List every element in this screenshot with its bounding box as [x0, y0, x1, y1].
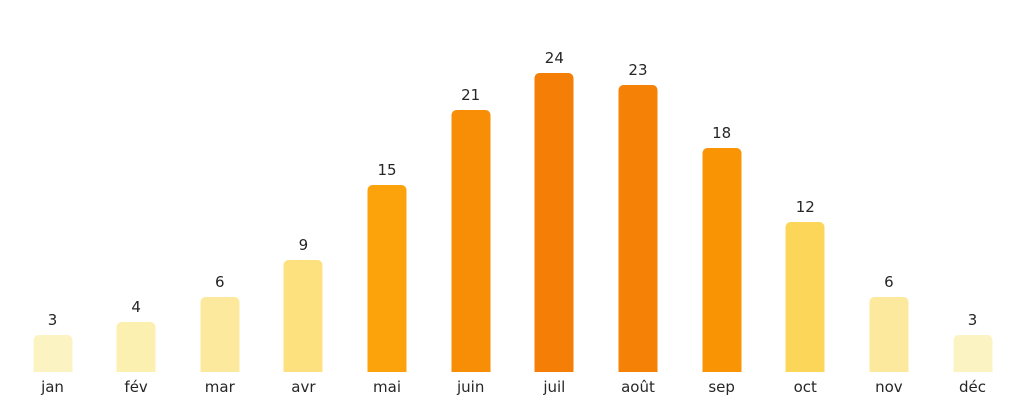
- x-tick-label: déc: [959, 378, 987, 396]
- x-tick-label: juin: [457, 378, 485, 396]
- bar: [534, 72, 574, 372]
- bar-column: 6 mar: [188, 0, 252, 404]
- bar-value-label: 3: [967, 310, 978, 329]
- x-tick-label: sep: [708, 378, 735, 396]
- x-tick-label: fév: [124, 378, 148, 396]
- bar-column: 3 jan: [21, 0, 85, 404]
- bar-column: 15 mai: [355, 0, 419, 404]
- bar-column: 18 sep: [690, 0, 754, 404]
- bar: [200, 297, 240, 372]
- x-tick-label: avr: [291, 378, 316, 396]
- bar-column: 4 fév: [104, 0, 168, 404]
- bar-value-label: 9: [298, 235, 309, 254]
- bar-value-label: 4: [131, 298, 141, 317]
- x-tick-label: juil: [543, 378, 566, 396]
- bar-column: 9 avr: [271, 0, 335, 404]
- bar-value-label: 21: [461, 86, 481, 105]
- bar-value-label: 6: [884, 273, 894, 292]
- bar-value-label: 6: [214, 273, 225, 292]
- bar: [33, 334, 72, 372]
- bar-column: 3 déc: [941, 0, 1005, 404]
- bar-column: 23 août: [606, 0, 670, 404]
- bar-value-label: 12: [795, 198, 815, 217]
- x-tick-label: août: [621, 378, 655, 396]
- bar: [618, 85, 658, 372]
- x-tick-label: nov: [875, 378, 903, 396]
- bar-column: 6 nov: [857, 0, 921, 404]
- bar: [451, 110, 491, 372]
- bar-column: 24 juil: [522, 0, 586, 404]
- x-tick-label: mar: [204, 378, 235, 396]
- bar-column: 12 oct: [773, 0, 837, 404]
- x-tick-label: mai: [373, 378, 402, 396]
- bar: [367, 185, 407, 372]
- bar: [869, 297, 909, 372]
- bar: [116, 322, 156, 372]
- bar: [702, 147, 742, 372]
- bar: [953, 334, 993, 372]
- bar-value-label: 23: [628, 61, 648, 80]
- x-tick-label: jan: [41, 378, 64, 396]
- bar-value-label: 18: [712, 123, 732, 142]
- x-tick-label: oct: [793, 378, 817, 396]
- bar: [283, 259, 323, 372]
- bar-value-label: 3: [47, 310, 58, 329]
- bar-value-label: 24: [544, 48, 564, 67]
- bar-column: 21 juin: [439, 0, 503, 404]
- bar: [785, 222, 825, 372]
- bar-value-label: 15: [377, 161, 397, 180]
